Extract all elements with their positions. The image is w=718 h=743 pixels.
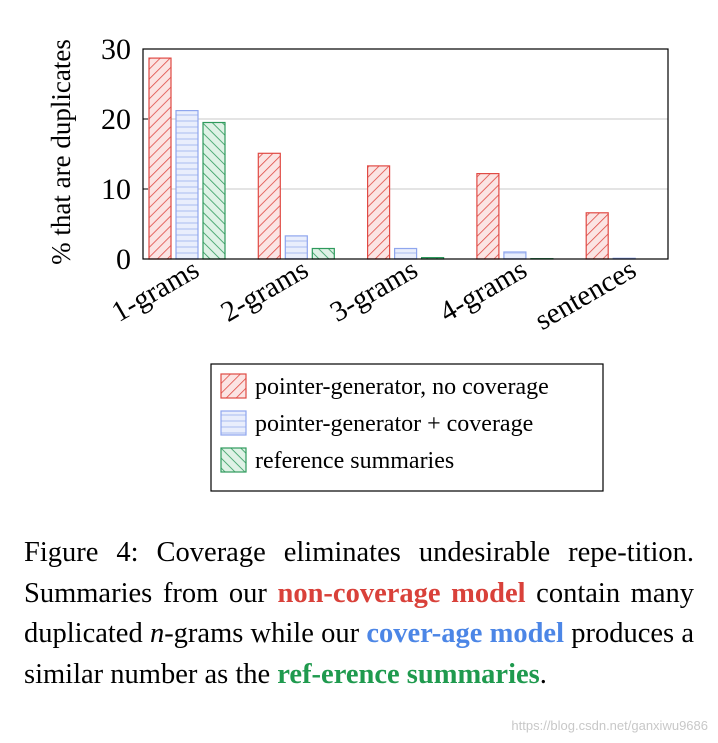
caption-part-2: contain many duplicated [24,577,694,650]
legend-swatch [220,410,247,436]
bar-pointer-generator-no-coverage-3-grams [367,165,391,260]
legend-label: reference summaries [255,448,454,474]
bar-pointer-generator-no-coverage-1-grams [148,57,172,260]
y-axis-label: % that are duplicates [46,39,76,265]
bar-chart: 0 10 20 30 1-grams 2-grams 3-grams 4-gramssent… [46,33,669,492]
gridlines [143,118,668,190]
legend-swatch [220,447,247,473]
caption-italic-n: n [149,618,165,649]
legend: pointer-generator, no coverage pointer-ge… [210,363,604,492]
bar-pointer-generator-no-coverage-2-grams [257,152,281,260]
x-tick-label: 2-grams [216,253,314,328]
y-tick-labels: 0 10 20 30 [101,33,148,276]
bar-reference-summaries-2-grams [311,247,335,260]
caption-part-5: . [539,658,547,690]
legend-label: pointer-generator, no coverage [255,374,549,400]
caption-part-4: produces a similar number as the [24,618,694,690]
bar-pointer-generator-no-coverage-4-grams [476,173,500,260]
x-tick-label: sentences [529,253,641,336]
plot-frame [142,48,669,260]
bars [148,57,636,260]
bar-pointer-generator-coverage-1-grams [175,109,199,260]
axes [142,48,669,260]
bar-pointer-generator-no-coverage-sentences [585,212,609,260]
y-tick-label: 10 [101,173,131,206]
legend-label: pointer-generator + coverage [255,411,533,437]
caption-non-coverage-model: non-coverage model [277,577,526,609]
y-tick-label: 30 [101,33,131,66]
watermark: https://blog.csdn.net/ganxiwu9686 [511,718,708,733]
caption-coverage-model: cover-age model [366,618,564,649]
caption-reference-summaries: ref-erence summaries [277,658,540,690]
legend-swatch [220,373,247,399]
legend-box [210,363,604,492]
caption-part-3: -grams while our [164,618,367,649]
y-tick-label: 20 [101,103,131,136]
x-tick-label: 4-grams [434,253,532,328]
figure-caption: Figure 4: Coverage eliminates undesirabl… [24,533,694,695]
x-tick-label: 3-grams [325,253,423,328]
y-tick-label: 0 [116,243,131,276]
bar-reference-summaries-1-grams [202,121,226,260]
caption-part-1: Figure 4: Coverage eliminates undesirabl… [24,537,694,609]
